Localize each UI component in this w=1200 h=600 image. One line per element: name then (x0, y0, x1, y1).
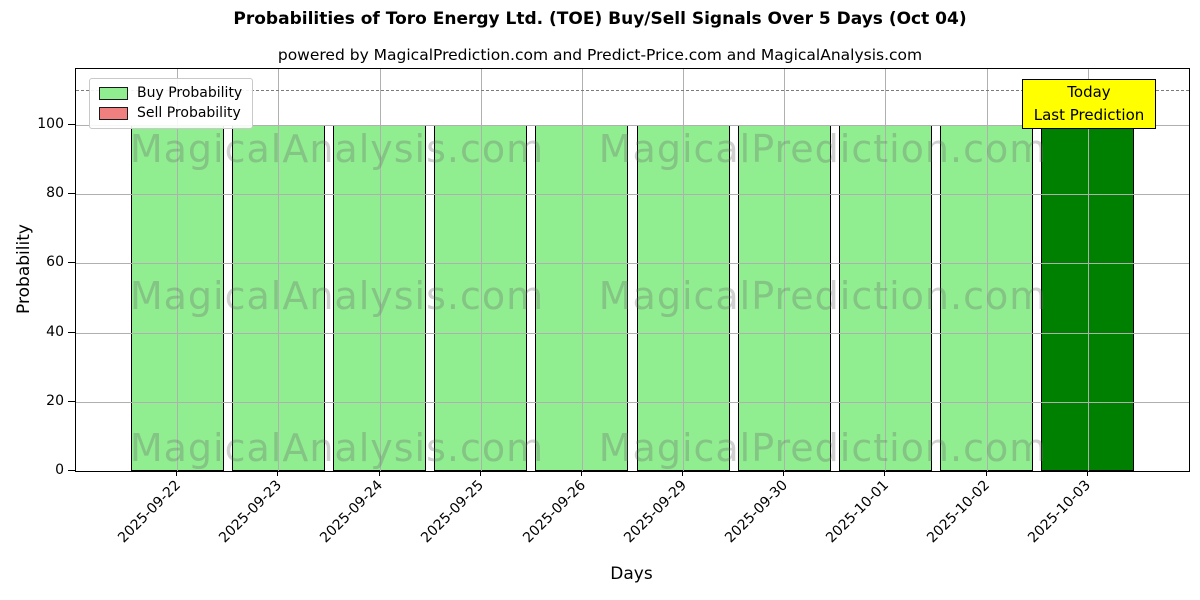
y-tick-label: 20 (46, 392, 64, 409)
v-gridline (885, 69, 887, 471)
y-tick (68, 124, 75, 125)
x-tick (277, 470, 279, 476)
h-gridline (76, 263, 1189, 265)
watermark: MagicalPrediction.com (598, 426, 1048, 470)
x-tick-label: 2025-09-30 (722, 477, 791, 547)
x-tick (378, 470, 380, 476)
watermark: MagicalAnalysis.com (129, 274, 545, 318)
plot-area: Buy Probability Sell Probability Today Las… (75, 68, 1190, 472)
y-tick-label: 100 (37, 116, 64, 132)
h-gridline (76, 401, 1189, 403)
threshold-dashed-line (76, 90, 1189, 92)
watermark: MagicalPrediction.com (598, 127, 1048, 171)
y-tick (68, 331, 75, 333)
y-tick (68, 262, 75, 264)
x-tick (682, 470, 684, 476)
x-tick-label: 2025-10-03 (1025, 477, 1095, 547)
y-tick-label: 60 (46, 254, 64, 271)
y-tick-label: 80 (46, 185, 64, 202)
v-gridline (278, 69, 280, 471)
x-axis-label: Days (610, 564, 653, 584)
x-tick (783, 470, 785, 476)
legend-item: Buy Probability (99, 86, 242, 101)
x-tick-label: 2025-09-25 (418, 477, 488, 547)
x-tick-label: 2025-09-26 (519, 477, 589, 547)
legend-swatch (99, 107, 128, 120)
annotation-line: Last Prediction (1033, 106, 1145, 124)
y-tick-label: 40 (46, 323, 64, 340)
watermark: MagicalPrediction.com (598, 274, 1048, 318)
legend-label: Sell Probability (137, 105, 241, 121)
v-gridline (1087, 69, 1089, 471)
x-tick (884, 470, 886, 476)
v-gridline (683, 69, 685, 471)
x-tick (580, 470, 582, 476)
legend-item: Sell Probability (99, 106, 242, 121)
y-tick (68, 193, 75, 195)
x-tick (176, 470, 178, 476)
legend-label: Buy Probability (137, 85, 243, 101)
legend-swatch (99, 87, 128, 100)
v-gridline (480, 69, 482, 471)
legend: Buy Probability Sell Probability (89, 78, 254, 129)
v-gridline (581, 69, 583, 471)
x-tick-label: 2025-09-22 (114, 477, 184, 547)
chart-title: Probabilities of Toro Energy Ltd. (TOE) … (233, 9, 967, 29)
x-tick-label: 2025-10-01 (823, 477, 893, 547)
watermark: MagicalAnalysis.com (129, 426, 545, 470)
v-gridline (379, 69, 381, 471)
h-gridline (76, 194, 1189, 196)
v-gridline (177, 69, 179, 471)
annotation-line: Today (1067, 83, 1111, 101)
x-tick (1086, 470, 1088, 476)
v-gridline (986, 69, 988, 471)
h-gridline (76, 332, 1189, 334)
h-gridline (76, 125, 1189, 126)
y-tick (68, 470, 75, 471)
x-tick-label: 2025-09-23 (216, 477, 285, 547)
y-tick (68, 400, 75, 402)
x-tick (479, 470, 481, 476)
watermark: MagicalAnalysis.com (129, 127, 545, 171)
x-tick-label: 2025-09-29 (620, 477, 690, 547)
x-tick-label: 2025-10-02 (924, 477, 994, 547)
chart-subtitle: powered by MagicalPrediction.com and Pre… (277, 46, 923, 64)
v-gridline (784, 69, 786, 471)
x-tick (985, 470, 987, 476)
y-tick-label: 0 (55, 462, 64, 478)
x-tick-label: 2025-09-24 (317, 477, 387, 547)
today-annotation: Today Last Prediction (1022, 79, 1156, 129)
